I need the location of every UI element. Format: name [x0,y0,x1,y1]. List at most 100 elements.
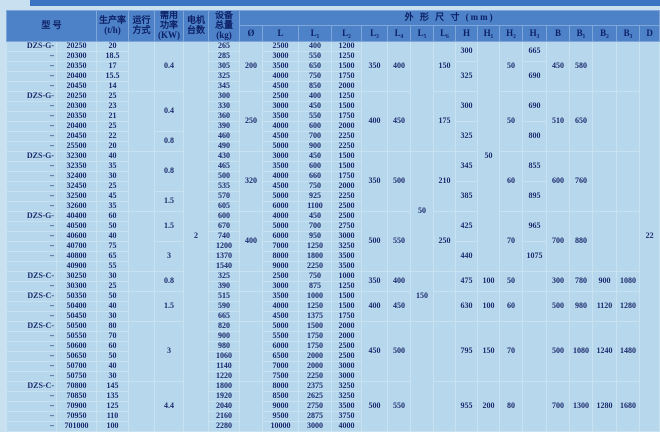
table-cell: 740 [208,230,241,242]
table-cell: 22 [96,130,130,142]
table-cell: 385 [455,180,479,212]
table-cell: 300 [208,90,241,102]
table-cell: 40 [96,360,130,372]
table-cell: 1480 [616,320,641,382]
table-cell [616,40,641,92]
table-cell: 955 [455,380,479,432]
table-cell: – [6,340,57,352]
column-header: H₃ [522,25,548,42]
table-row: DZS-G- 40400 60 1.5 600 400 4000 450 2500 500 550 2… [6,210,660,272]
table-cell: 490 [208,140,241,152]
table-cell: 20250 [55,90,98,102]
table-cell: 25500 [55,140,98,152]
table-cell [128,290,156,322]
table-cell: 75 [96,240,130,252]
table-cell: 3000 [262,150,300,162]
table-row: –20350 17 305 3500 650 1500 325 690 [6,60,660,92]
table-cell: 360 [208,110,241,122]
table-cell [433,380,457,432]
table-cell: – [6,390,57,402]
table-cell [128,270,156,292]
table-cell: 400 [298,90,333,102]
table-cell: 325 [208,270,241,282]
table-row: –40700 75 3 1200 7000 1250 3250 440 1075 [6,240,660,272]
table-cell: 70 [499,320,524,382]
table-cell: – [6,360,57,372]
table-cell: 2000 [331,180,363,192]
table-cell: 600 [298,120,333,132]
table-cell [522,320,548,382]
table-cell: 30 [96,310,130,322]
table-cell: 50 [96,350,130,362]
table-cell: 700 [546,210,571,272]
table-cell [6,260,57,272]
table-cell: 1500 [331,150,363,162]
table-cell: 50650 [55,350,98,362]
table-cell: 32300 [55,150,98,162]
table-cell: – [6,410,57,422]
table-cell: 4.4 [154,380,185,432]
table-cell: 600 [546,150,571,212]
table-cell: 32600 [55,200,98,212]
table-cell: – [6,140,57,152]
table-cell: – [6,230,57,242]
table-cell: 3500 [331,250,363,262]
table-cell: 20450 [55,130,98,142]
table-cell [592,210,618,272]
table-cell: 9500 [262,410,300,422]
table-cell: – [6,110,57,122]
table-cell: 1800 [208,380,241,392]
table-cell: 1500 [331,100,363,112]
table-cell: 660 [298,170,333,182]
table-cell: 60 [499,150,524,212]
table-cell: 5000 [262,320,300,332]
table-cell: 3500 [262,290,300,302]
table-cell [433,290,457,322]
table-cell: 8000 [262,380,300,392]
table-cell [592,90,618,152]
table-cell: 1500 [331,300,363,312]
table-cell: DZS-C- [6,320,57,332]
table-cell: 1250 [331,90,363,102]
table-cell: 30250 [55,270,98,282]
table-cell: 475 [455,270,479,292]
table-cell: DZS-C- [6,380,57,392]
table-cell: 450 [298,150,333,162]
table-cell: 2875 [298,410,333,422]
table-cell: 4000 [262,170,300,182]
table-cell: 2500 [331,210,363,222]
table-cell: 580 [569,40,594,92]
table-cell: 20350 [55,60,98,72]
table-cell: 20300 [55,50,98,62]
table-cell: 50 [499,90,524,152]
table-cell: 40800 [55,250,98,262]
table-row: DZS-G- 20250 20 0.4 2 265 200 2500 400 1200 350 400… [6,40,660,432]
table-row: –32350 35 465 3500 600 1500 [6,160,660,172]
table-cell: 50 [499,40,524,92]
table-cell: 2500 [262,90,300,102]
table-cell: 50550 [55,330,98,342]
table-cell: 1750 [331,310,363,322]
table-cell: 425 [455,210,479,242]
table-cell: 40400 [55,210,98,222]
table-cell: 5000 [262,140,300,152]
table-cell: 1240 [592,320,618,382]
table-cell: 2250 [331,190,363,202]
table-cell [410,40,435,152]
table-cell: 7000 [262,240,300,252]
table-cell: 1080 [569,320,594,382]
table-cell: 3500 [262,160,300,172]
table-cell: 14 [96,80,130,92]
table-cell: – [6,130,57,142]
table-cell: – [6,60,57,72]
table-cell: 35 [96,160,130,172]
table-cell: 500 [361,380,389,432]
table-cell: 1500 [298,320,333,332]
table-cell [616,210,641,272]
table-cell: – [6,100,57,112]
table-cell: 1280 [616,290,641,322]
table-cell: 70850 [55,390,98,402]
table-row: DZS-G- 20250 25 0.4 300 250 2500 400 1250 400 450 1… [6,90,660,152]
table-cell: 1080 [616,270,641,292]
table-cell: 2280 [208,420,241,432]
